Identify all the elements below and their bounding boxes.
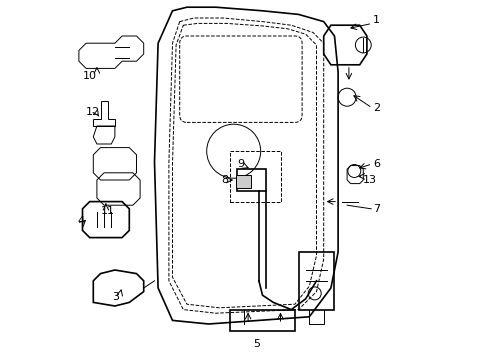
Text: 8: 8 [221,175,228,185]
Text: 2: 2 [372,103,379,113]
Polygon shape [235,175,250,188]
Text: 12: 12 [86,107,100,117]
Text: 13: 13 [363,175,377,185]
Text: 9: 9 [237,159,244,169]
Text: 10: 10 [82,71,96,81]
Text: 4: 4 [77,216,84,226]
Text: 6: 6 [372,159,379,169]
Text: 7: 7 [372,204,379,214]
Text: 11: 11 [101,206,114,216]
Text: 5: 5 [253,339,260,349]
Text: 1: 1 [372,15,379,25]
Text: 3: 3 [112,292,119,302]
